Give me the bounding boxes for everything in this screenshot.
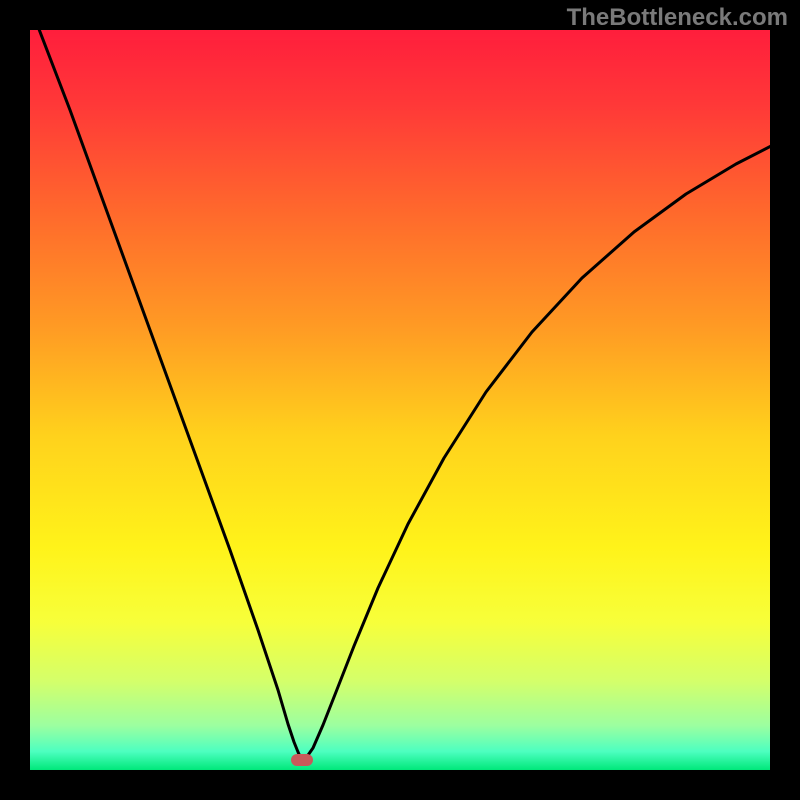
optimum-marker: [291, 754, 313, 766]
gradient-rect: [30, 30, 770, 770]
plot-area: [30, 30, 770, 770]
chart-container: TheBottleneck.com: [0, 0, 800, 800]
gradient-background-svg: [30, 30, 770, 770]
watermark-text: TheBottleneck.com: [567, 4, 788, 32]
